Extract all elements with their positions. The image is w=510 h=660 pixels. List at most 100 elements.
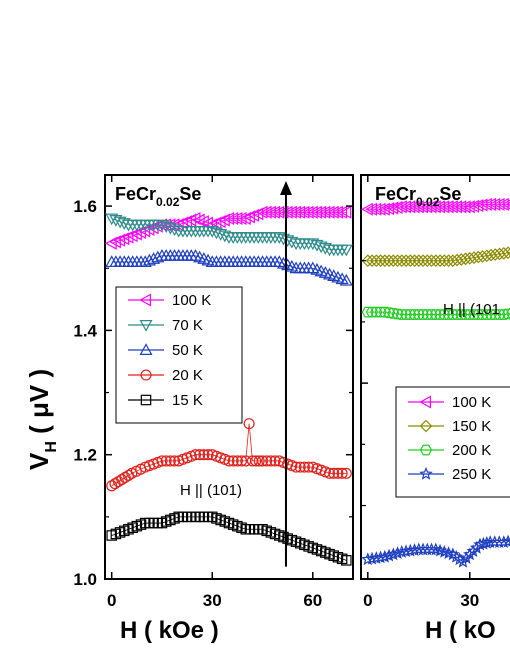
data-point [425,254,438,268]
data-point [293,205,306,219]
data-point [433,254,447,268]
legend-marker [139,343,153,355]
data-point [151,250,165,263]
data-point [336,467,348,479]
data-point [168,455,181,467]
data-point [382,307,396,319]
data-point [407,200,420,214]
series-150k [361,246,510,268]
series-15k [106,511,352,566]
data-point [501,246,510,260]
data-point [280,205,293,219]
data-point [239,211,251,226]
right-legend-box [395,386,510,498]
legend-label: 15 K [172,392,203,409]
right-tick-layer: 0 30 [361,175,479,610]
data-point [303,461,315,473]
y-axis-title: VH ( μV ) [24,369,60,470]
data-point [326,205,339,219]
data-point [399,200,412,214]
data-point [331,205,343,219]
data-point [243,418,255,430]
y-tick-label: 1.4 [73,321,97,340]
data-point [378,254,392,268]
data-point [265,455,277,467]
data-point [194,449,206,461]
left-panel: 0 30 601.01.21.41.6 FeCr0.02Se H || (101) … [73,174,354,610]
data-point [197,215,209,229]
data-point [387,307,400,319]
data-point [198,449,210,461]
data-point [205,225,219,238]
data-point [386,547,401,561]
data-point [290,461,302,473]
data-point [429,542,443,556]
data-point [176,216,188,230]
series-line [367,311,510,315]
data-point [259,205,272,219]
right-series-layer [361,197,510,568]
data-point [214,229,228,241]
data-point [168,224,182,237]
data-point [429,254,443,268]
data-point [125,229,138,243]
data-point [456,554,470,568]
legend-label: 250 K [452,466,491,483]
data-point [391,254,404,268]
data-point [399,254,413,268]
data-point [272,205,285,219]
legend-label: 70 K [172,317,203,334]
data-point [416,254,430,268]
data-point [403,254,417,268]
data-point [117,232,130,246]
data-point [420,200,433,214]
data-point [227,455,239,467]
data-point [361,254,375,268]
series-20k [106,418,352,492]
legend-marker [419,466,433,480]
data-point [506,307,510,319]
data-point [155,219,169,232]
data-point [395,254,409,268]
data-point [213,215,226,229]
data-point [289,205,302,219]
data-point [180,215,193,229]
data-point [306,205,318,219]
legend-label: 100 K [452,394,491,411]
right-sample-label: FeCr0.02Se [375,184,461,209]
data-point [318,205,331,219]
data-point [205,218,218,232]
x-tick-label: 30 [203,591,222,610]
data-point [369,254,383,268]
data-point [223,455,235,467]
data-point [189,449,202,461]
data-point [492,197,505,211]
data-point [386,254,400,268]
data-point [130,227,142,241]
data-point [341,555,352,566]
left-arrow [279,181,292,567]
legend-label: 20 K [172,367,203,384]
data-point [365,202,378,216]
series-200k [361,306,510,320]
data-point [395,200,407,214]
data-point [340,467,352,479]
data-point [441,200,454,214]
data-point [272,232,286,244]
data-point [378,306,391,318]
series-70k [105,213,353,257]
data-point [247,208,260,222]
right-plot-frame [360,174,510,580]
data-point [382,254,396,268]
data-point [234,211,247,226]
legend-label: 100 K [172,292,211,309]
data-point [437,545,452,558]
left-plot-frame [104,174,354,580]
left-series-layer [104,205,353,566]
data-point [420,254,434,268]
data-point [488,197,501,211]
data-point [243,210,255,224]
data-point [230,211,243,226]
data-point [484,197,497,211]
data-point [374,254,387,268]
